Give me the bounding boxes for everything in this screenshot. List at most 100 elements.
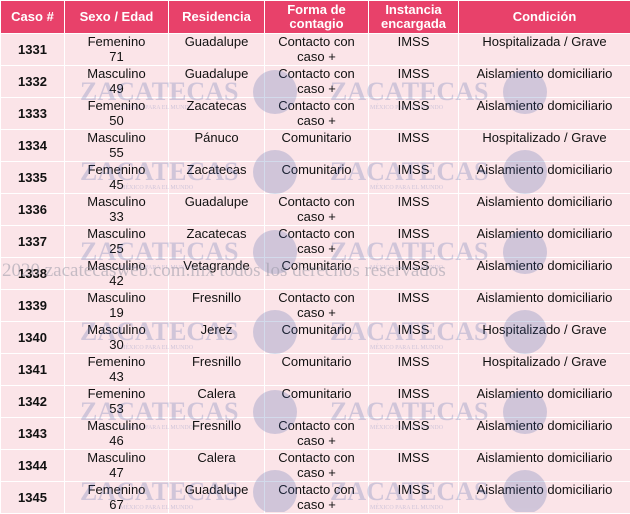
cell-contagio-text: Comunitario xyxy=(265,322,368,353)
cell-residencia: Guadalupe xyxy=(169,194,265,226)
cell-contagio: Comunitario xyxy=(265,386,369,418)
cell-contagio-text: Contacto con caso + xyxy=(265,34,368,65)
cell-residencia: Guadalupe xyxy=(169,66,265,98)
cell-condicion-text: Aislamiento domiciliario xyxy=(459,98,630,129)
cell-edad: 43 xyxy=(109,369,123,384)
cell-sexo: Femenino xyxy=(88,34,146,49)
cell-contagio-text: Comunitario xyxy=(265,130,368,161)
cell-condicion: Aislamiento domiciliario xyxy=(459,386,630,418)
cell-caso: 1342 xyxy=(1,386,65,418)
cell-sexo: Masculino xyxy=(87,130,146,145)
cell-contagio: Contacto con caso + xyxy=(265,482,369,514)
cell-residencia: Zacatecas xyxy=(169,162,265,194)
cell-sexo: Femenino xyxy=(88,482,146,497)
cell-residencia-text: Guadalupe xyxy=(169,482,264,513)
cell-residencia: Jerez xyxy=(169,322,265,354)
cell-caso: 1339 xyxy=(1,290,65,322)
cell-sexo: Masculino xyxy=(87,290,146,305)
cell-residencia-text: Fresnillo xyxy=(169,290,264,321)
cell-contagio: Contacto con caso + xyxy=(265,450,369,482)
cell-instancia-text: IMSS xyxy=(369,194,458,225)
cell-residencia-text: Vetagrande xyxy=(169,258,264,289)
cell-condicion: Hospitalizado / Grave xyxy=(459,322,630,354)
cell-contagio: Comunitario xyxy=(265,162,369,194)
cell-condicion: Aislamiento domiciliario xyxy=(459,194,630,226)
cell-caso: 1334 xyxy=(1,130,65,162)
cell-caso: 1338 xyxy=(1,258,65,290)
header-condicion: Condición xyxy=(459,1,630,34)
cell-caso: 1337 xyxy=(1,226,65,258)
cell-caso: 1332 xyxy=(1,66,65,98)
cell-edad: 55 xyxy=(109,145,123,160)
cell-instancia: IMSS xyxy=(369,130,459,162)
cell-instancia: IMSS xyxy=(369,258,459,290)
cell-caso: 1343 xyxy=(1,418,65,450)
cell-contagio: Contacto con caso + xyxy=(265,34,369,66)
cell-condicion-text: Aislamiento domiciliario xyxy=(459,194,630,225)
cell-residencia: Zacatecas xyxy=(169,226,265,258)
cell-condicion-text: Hospitalizado / Grave xyxy=(459,130,630,161)
cell-sexo: Masculino xyxy=(87,226,146,241)
cell-condicion-text: Hospitalizada / Grave xyxy=(459,34,630,65)
cell-instancia: IMSS xyxy=(369,482,459,514)
cell-contagio: Contacto con caso + xyxy=(265,98,369,130)
cell-instancia-text: IMSS xyxy=(369,482,458,513)
cell-instancia-text: IMSS xyxy=(369,226,458,257)
cell-condicion: Hospitalizado / Grave xyxy=(459,354,630,386)
cell-instancia: IMSS xyxy=(369,418,459,450)
cell-residencia: Guadalupe xyxy=(169,482,265,514)
cell-edad: 46 xyxy=(109,433,123,448)
cell-instancia-text: IMSS xyxy=(369,418,458,449)
cell-instancia: IMSS xyxy=(369,226,459,258)
cell-condicion-text: Hospitalizado / Grave xyxy=(459,322,630,353)
cell-contagio-text: Contacto con caso + xyxy=(265,482,368,513)
cell-residencia: Fresnillo xyxy=(169,418,265,450)
cell-instancia: IMSS xyxy=(369,354,459,386)
cell-condicion: Aislamiento domiciliario xyxy=(459,162,630,194)
cell-residencia-text: Guadalupe xyxy=(169,34,264,65)
cell-caso: 1331 xyxy=(1,34,65,66)
cell-instancia: IMSS xyxy=(369,450,459,482)
cell-sexo: Femenino xyxy=(88,162,146,177)
cell-caso: 1340 xyxy=(1,322,65,354)
cell-caso: 1333 xyxy=(1,98,65,130)
cell-residencia-text: Calera xyxy=(169,450,264,481)
cell-instancia: IMSS xyxy=(369,162,459,194)
cell-condicion: Aislamiento domiciliario xyxy=(459,418,630,450)
cell-residencia-text: Calera xyxy=(169,386,264,417)
cell-condicion-text: Aislamiento domiciliario xyxy=(459,226,630,257)
cell-contagio: Comunitario xyxy=(265,258,369,290)
cell-condicion: Aislamiento domiciliario xyxy=(459,66,630,98)
cell-condicion: Aislamiento domiciliario xyxy=(459,98,630,130)
cell-residencia: Zacatecas xyxy=(169,98,265,130)
cell-instancia: IMSS xyxy=(369,386,459,418)
cell-instancia-text: IMSS xyxy=(369,354,458,385)
cell-sexo: Femenino xyxy=(88,354,146,369)
cell-instancia-text: IMSS xyxy=(369,98,458,129)
cell-contagio-text: Comunitario xyxy=(265,386,368,417)
cell-residencia-text: Zacatecas xyxy=(169,226,264,257)
cell-instancia-text: IMSS xyxy=(369,66,458,97)
cell-contagio: Comunitario xyxy=(265,354,369,386)
cell-instancia: IMSS xyxy=(369,194,459,226)
cell-condicion: Aislamiento domiciliario xyxy=(459,258,630,290)
cell-sexo: Masculino xyxy=(87,258,146,273)
cell-condicion: Aislamiento domiciliario xyxy=(459,482,630,514)
cell-condicion: Aislamiento domiciliario xyxy=(459,290,630,322)
cell-instancia: IMSS xyxy=(369,290,459,322)
cell-condicion: Hospitalizada / Grave xyxy=(459,34,630,66)
cell-caso: 1341 xyxy=(1,354,65,386)
